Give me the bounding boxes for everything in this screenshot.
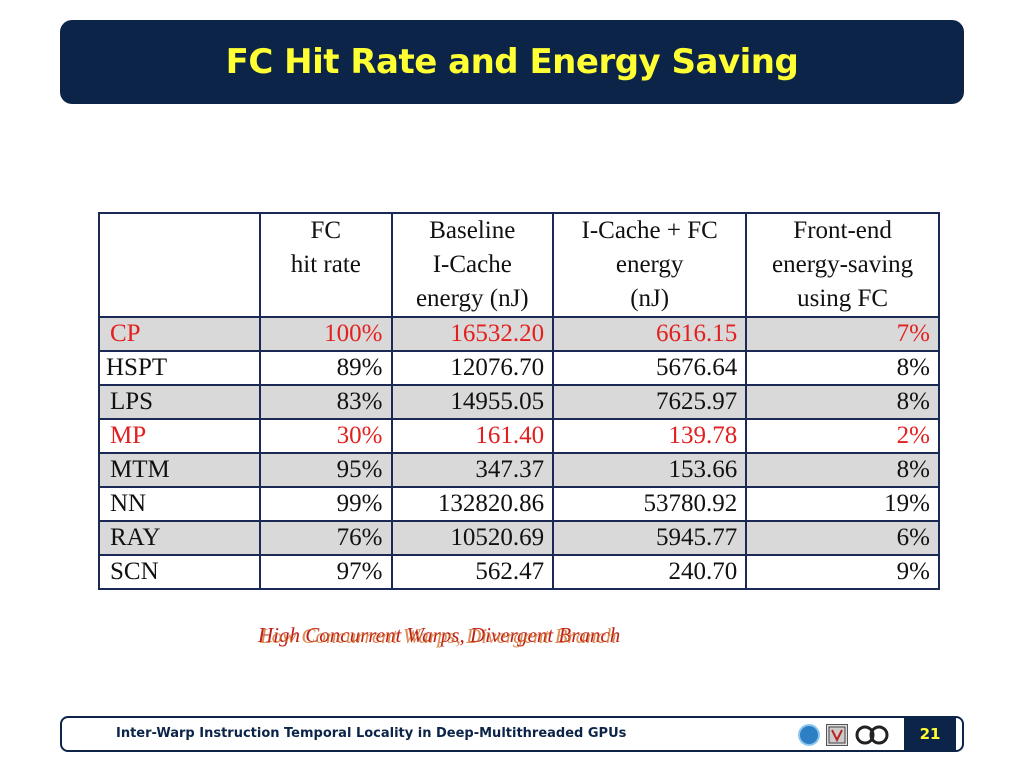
table-row-nn: NN 99% 132820.86 53780.92 19%: [97, 486, 940, 522]
fc-hit-rate: 97%: [259, 554, 393, 590]
shield-logo-icon: [826, 724, 848, 746]
benchmark-name: MTM: [97, 452, 262, 488]
fc-energy: 7625.97: [552, 384, 748, 420]
benchmark-name: HSPT: [97, 350, 262, 386]
energy-saving: 8%: [745, 350, 940, 386]
fc-energy: 5676.64: [552, 350, 748, 386]
table-row-mtm: MTM 95% 347.37 153.66 8%: [97, 452, 940, 488]
baseline-energy: 16532.20: [390, 316, 555, 352]
benchmark-name: LPS: [97, 384, 262, 420]
table-row-scn: SCN 97% 562.47 240.70 9%: [97, 554, 940, 590]
benchmark-name: SCN: [97, 554, 262, 590]
header-icache-fc-energy: I-Cache + FC energy (nJ): [552, 212, 748, 318]
baseline-energy: 14955.05: [390, 384, 555, 420]
header-fc-hit-rate: FC hit rate: [259, 212, 393, 318]
table-row-mp: MP 30% 161.40 139.78 2%: [97, 418, 940, 454]
fc-energy: 240.70: [552, 554, 748, 590]
baseline-energy: 347.37: [390, 452, 555, 488]
energy-table: FC hit rate Baseline I-Cache energy (nJ)…: [97, 212, 940, 590]
energy-saving: 8%: [745, 384, 940, 420]
energy-saving: 2%: [745, 418, 940, 454]
fc-energy: 5945.77: [552, 520, 748, 556]
fc-hit-rate: 83%: [259, 384, 393, 420]
benchmark-name: CP: [97, 316, 262, 352]
header-baseline-energy: Baseline I-Cache energy (nJ): [390, 212, 555, 318]
table-header-row: FC hit rate Baseline I-Cache energy (nJ)…: [97, 212, 940, 318]
energy-saving: 9%: [745, 554, 940, 590]
table-row-hspt: HSPT 89% 12076.70 5676.64 8%: [97, 350, 940, 386]
overlapping-legend-text: High Concurrent Warps, Divergent Branch …: [258, 623, 698, 653]
title-bar: FC Hit Rate and Energy Saving: [60, 20, 964, 104]
benchmark-name: RAY: [97, 520, 262, 556]
footer-text: Inter-Warp Instruction Temporal Locality…: [116, 726, 627, 741]
energy-saving: 6%: [745, 520, 940, 556]
fc-hit-rate: 89%: [259, 350, 393, 386]
university-logo-icon: [798, 724, 820, 746]
benchmark-name: MP: [97, 418, 262, 454]
legend-high-concurrent: High Concurrent Warps, Divergent Branch: [258, 623, 621, 647]
baseline-energy: 161.40: [390, 418, 555, 454]
header-cell-empty: [97, 212, 262, 318]
table-row-lps: LPS 83% 14955.05 7625.97 8%: [97, 384, 940, 420]
page-number: 21: [904, 716, 956, 752]
energy-saving: 19%: [745, 486, 940, 522]
header-energy-saving: Front-end energy-saving using FC: [745, 212, 940, 318]
footer-logos: [798, 723, 890, 747]
baseline-energy: 12076.70: [390, 350, 555, 386]
energy-saving: 8%: [745, 452, 940, 488]
fc-hit-rate: 99%: [259, 486, 393, 522]
table-row-cp: CP 100% 16532.20 6616.15 7%: [97, 316, 940, 352]
fc-energy: 6616.15: [552, 316, 748, 352]
slide-title: FC Hit Rate and Energy Saving: [225, 42, 799, 82]
fc-hit-rate: 95%: [259, 452, 393, 488]
lab-logo-icon: [854, 724, 890, 746]
footer-bar: Inter-Warp Instruction Temporal Locality…: [60, 716, 964, 752]
legend-low-concurrent: Low Concurrent Warps, Divergent Branch: [260, 624, 617, 648]
fc-energy: 153.66: [552, 452, 748, 488]
energy-saving: 7%: [745, 316, 940, 352]
baseline-energy: 562.47: [390, 554, 555, 590]
table-row-ray: RAY 76% 10520.69 5945.77 6%: [97, 520, 940, 556]
baseline-energy: 132820.86: [390, 486, 555, 522]
fc-energy: 53780.92: [552, 486, 748, 522]
fc-energy: 139.78: [552, 418, 748, 454]
fc-hit-rate: 76%: [259, 520, 393, 556]
fc-hit-rate: 100%: [259, 316, 393, 352]
benchmark-name: NN: [97, 486, 262, 522]
fc-hit-rate: 30%: [259, 418, 393, 454]
baseline-energy: 10520.69: [390, 520, 555, 556]
